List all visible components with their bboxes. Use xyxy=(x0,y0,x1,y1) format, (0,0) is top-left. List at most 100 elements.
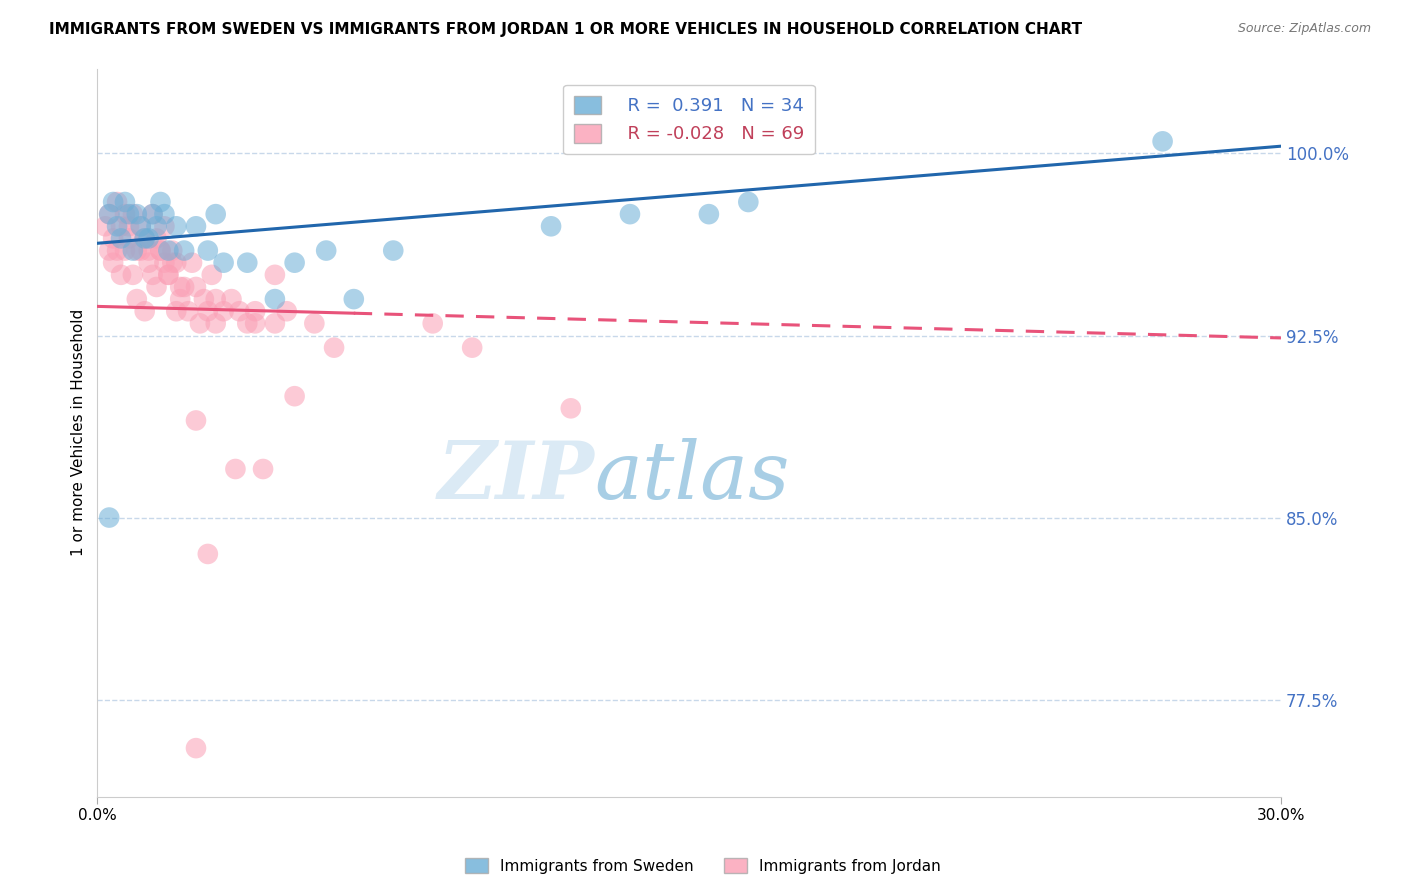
Point xyxy=(184,219,207,234)
Point xyxy=(264,317,287,331)
Point xyxy=(153,207,176,221)
Point xyxy=(98,207,121,221)
Point xyxy=(197,547,219,561)
Point xyxy=(228,304,250,318)
Point xyxy=(204,207,226,221)
Point xyxy=(304,317,326,331)
Point xyxy=(98,510,121,524)
Point xyxy=(94,219,117,234)
Point xyxy=(204,317,226,331)
Point xyxy=(142,268,165,282)
Text: atlas: atlas xyxy=(595,438,790,515)
Point xyxy=(382,244,405,258)
Text: ZIP: ZIP xyxy=(437,438,595,515)
Point xyxy=(197,244,219,258)
Point xyxy=(125,207,148,221)
Point xyxy=(110,268,132,282)
Point xyxy=(129,244,152,258)
Point xyxy=(165,256,187,270)
Point xyxy=(121,207,143,221)
Y-axis label: 1 or more Vehicles in Household: 1 or more Vehicles in Household xyxy=(72,309,86,557)
Point xyxy=(315,244,337,258)
Point xyxy=(184,280,207,294)
Point xyxy=(243,304,266,318)
Point xyxy=(184,741,207,756)
Point xyxy=(105,194,128,209)
Point xyxy=(177,304,200,318)
Point xyxy=(101,256,124,270)
Point xyxy=(204,292,226,306)
Point xyxy=(540,219,562,234)
Point xyxy=(118,219,141,234)
Text: Source: ZipAtlas.com: Source: ZipAtlas.com xyxy=(1237,22,1371,36)
Point xyxy=(145,219,167,234)
Point xyxy=(162,256,184,270)
Point xyxy=(236,317,259,331)
Point xyxy=(149,194,172,209)
Point xyxy=(118,231,141,245)
Point xyxy=(125,244,148,258)
Point xyxy=(129,219,152,234)
Point xyxy=(105,219,128,234)
Point xyxy=(276,304,298,318)
Point xyxy=(157,268,180,282)
Point xyxy=(134,304,156,318)
Point xyxy=(188,317,211,331)
Point xyxy=(138,231,160,245)
Point xyxy=(118,207,141,221)
Point xyxy=(138,244,160,258)
Point xyxy=(149,244,172,258)
Point xyxy=(134,231,156,245)
Point xyxy=(149,244,172,258)
Point xyxy=(134,231,156,245)
Point xyxy=(138,256,160,270)
Point xyxy=(284,389,307,403)
Point xyxy=(284,256,307,270)
Point xyxy=(1152,134,1174,148)
Point xyxy=(224,462,246,476)
Point xyxy=(323,341,346,355)
Point xyxy=(101,194,124,209)
Point xyxy=(169,292,191,306)
Point xyxy=(264,292,287,306)
Point xyxy=(98,244,121,258)
Point xyxy=(697,207,720,221)
Point xyxy=(252,462,274,476)
Point xyxy=(243,317,266,331)
Point xyxy=(201,268,224,282)
Point xyxy=(173,244,195,258)
Point xyxy=(560,401,582,416)
Point xyxy=(197,304,219,318)
Point xyxy=(619,207,641,221)
Point xyxy=(142,207,165,221)
Point xyxy=(98,207,121,221)
Point xyxy=(212,256,235,270)
Point xyxy=(110,219,132,234)
Point xyxy=(461,341,484,355)
Legend: Immigrants from Sweden, Immigrants from Jordan: Immigrants from Sweden, Immigrants from … xyxy=(458,852,948,880)
Text: IMMIGRANTS FROM SWEDEN VS IMMIGRANTS FROM JORDAN 1 OR MORE VEHICLES IN HOUSEHOLD: IMMIGRANTS FROM SWEDEN VS IMMIGRANTS FRO… xyxy=(49,22,1083,37)
Point xyxy=(114,207,136,221)
Point xyxy=(162,244,184,258)
Point xyxy=(264,268,287,282)
Point xyxy=(422,317,444,331)
Point xyxy=(129,219,152,234)
Point xyxy=(737,194,759,209)
Point xyxy=(153,256,176,270)
Point xyxy=(121,268,143,282)
Point xyxy=(114,194,136,209)
Point xyxy=(212,304,235,318)
Point xyxy=(169,280,191,294)
Point xyxy=(157,244,180,258)
Point xyxy=(343,292,366,306)
Point xyxy=(181,256,204,270)
Point xyxy=(121,244,143,258)
Point xyxy=(165,219,187,234)
Point xyxy=(125,292,148,306)
Point xyxy=(165,304,187,318)
Point xyxy=(101,231,124,245)
Point xyxy=(236,256,259,270)
Point xyxy=(142,207,165,221)
Point xyxy=(145,280,167,294)
Point xyxy=(145,231,167,245)
